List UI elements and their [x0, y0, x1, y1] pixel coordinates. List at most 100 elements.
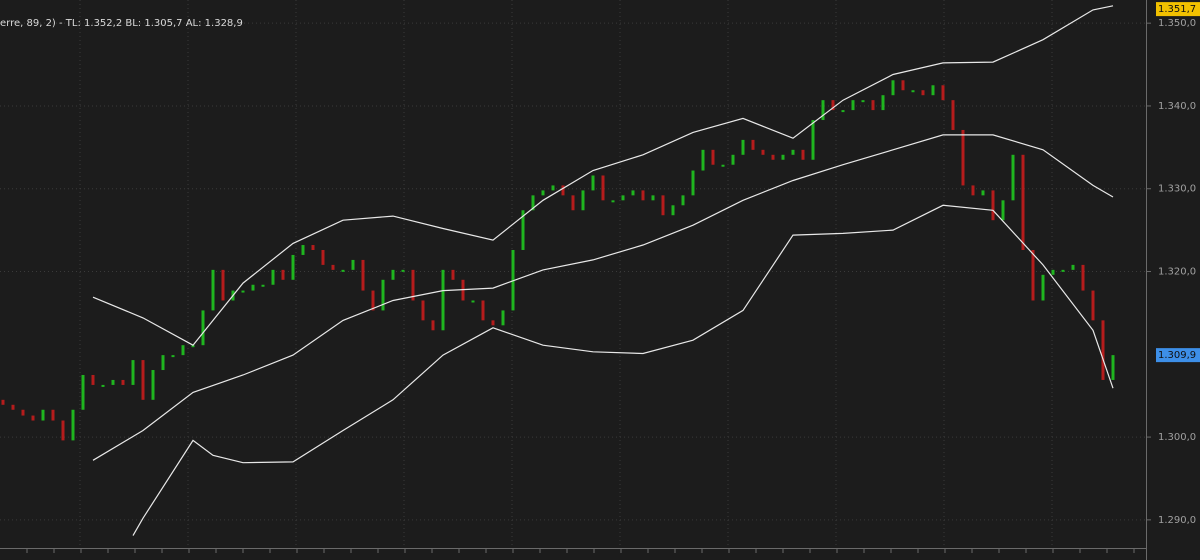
candle: [281, 269, 285, 280]
candle: [261, 284, 265, 287]
candle: [751, 139, 755, 150]
candle: [941, 85, 945, 101]
candle: [851, 100, 855, 111]
candle: [91, 374, 95, 385]
candle: [1021, 154, 1025, 250]
candle: [1051, 269, 1055, 275]
price-label: 1.351,7: [1158, 4, 1196, 15]
candle: [271, 269, 275, 285]
candle: [441, 269, 445, 331]
candle: [961, 129, 965, 186]
candle: [331, 264, 335, 270]
candle: [581, 190, 585, 211]
candle: [451, 269, 455, 280]
candle: [701, 149, 705, 171]
candle: [71, 409, 75, 441]
candle: [101, 384, 105, 387]
candle: [31, 415, 35, 421]
band-line: [132, 204, 1114, 536]
candle: [831, 100, 835, 111]
candle: [881, 95, 885, 111]
candle: [781, 154, 785, 160]
candle: [901, 80, 905, 91]
candle: [591, 175, 595, 191]
candle: [1091, 290, 1095, 321]
indicator-header: erre, 89, 2) - TL: 1.352,2 BL: 1.305,7 A…: [0, 18, 243, 29]
candle: [891, 80, 895, 96]
candle: [501, 310, 505, 326]
y-tick-label: 1.330,0: [1158, 184, 1196, 195]
candle: [821, 100, 825, 121]
candle: [431, 320, 435, 331]
candle: [641, 190, 645, 201]
candle: [321, 249, 325, 265]
candle: [601, 175, 605, 201]
candle: [371, 290, 375, 311]
candle: [241, 290, 245, 293]
candle: [401, 269, 405, 272]
candle: [1081, 264, 1085, 291]
candle: [541, 190, 545, 196]
candle: [191, 345, 195, 348]
candle: [471, 300, 475, 303]
candle: [801, 149, 805, 160]
candle: [561, 185, 565, 196]
candle: [1001, 200, 1005, 221]
candle: [341, 269, 345, 272]
candle: [11, 404, 15, 410]
candle: [1111, 355, 1115, 380]
candle: [121, 379, 125, 385]
candle: [301, 245, 305, 255]
candle: [771, 154, 775, 160]
candle: [931, 85, 935, 96]
price-label-box: [1156, 2, 1200, 17]
band-line: [92, 5, 1114, 346]
candle: [861, 100, 865, 103]
candle: [131, 360, 135, 385]
candle: [361, 259, 365, 291]
candle: [481, 300, 485, 321]
candle: [531, 195, 535, 211]
candle: [981, 190, 985, 196]
candle: [711, 149, 715, 165]
candle: [1071, 264, 1075, 270]
price-label-box: [1156, 348, 1200, 363]
candle: [1061, 269, 1065, 272]
price-label: 1.309,9: [1158, 350, 1196, 361]
candle: [971, 185, 975, 196]
candle: [841, 110, 845, 113]
candle: [151, 370, 155, 400]
candle: [81, 374, 85, 410]
candle: [351, 259, 355, 270]
y-tick-label: 1.320,0: [1158, 267, 1196, 278]
candle: [551, 185, 555, 191]
candle: [661, 195, 665, 216]
candle: [911, 90, 915, 93]
candle: [991, 190, 995, 221]
candle: [761, 149, 765, 155]
candle: [521, 210, 525, 250]
candle: [741, 139, 745, 155]
candle: [1041, 274, 1045, 301]
candle: [571, 195, 575, 211]
candle: [691, 170, 695, 196]
candle: [671, 205, 675, 216]
grid: [0, 0, 1145, 553]
candle: [631, 190, 635, 196]
candle: [181, 345, 185, 356]
candle: [201, 310, 205, 346]
candle: [51, 409, 55, 421]
y-tick-label: 1.300,0: [1158, 432, 1196, 443]
candle: [161, 355, 165, 371]
candle: [111, 379, 115, 385]
candle: [791, 149, 795, 155]
candle: [951, 100, 955, 130]
y-tick-label: 1.340,0: [1158, 101, 1196, 112]
candle: [141, 360, 145, 400]
candle: [171, 355, 175, 358]
candle: [211, 269, 215, 311]
candle: [611, 200, 615, 203]
